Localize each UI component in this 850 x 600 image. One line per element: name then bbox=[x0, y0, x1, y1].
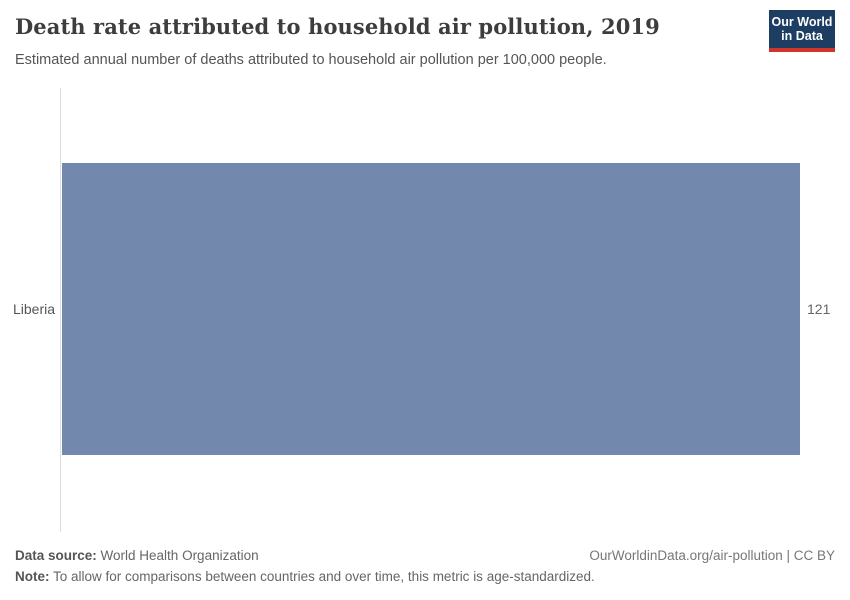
license-link[interactable]: OurWorldinData.org/air-pollution | CC BY bbox=[589, 548, 835, 563]
chart-title: Death rate attributed to household air p… bbox=[15, 14, 660, 39]
owid-logo-line1: Our World bbox=[771, 15, 833, 29]
y-axis-line bbox=[60, 88, 61, 532]
note-value: To allow for comparisons between countri… bbox=[49, 569, 595, 584]
data-source-line: Data source: World Health Organization bbox=[15, 548, 259, 563]
bar-liberia[interactable] bbox=[62, 163, 800, 455]
chart-subtitle: Estimated annual number of deaths attrib… bbox=[15, 52, 607, 68]
entity-label: Liberia bbox=[12, 301, 55, 317]
data-source-value: World Health Organization bbox=[96, 548, 259, 563]
owid-logo-line2: in Data bbox=[781, 29, 823, 43]
value-label: 121 bbox=[807, 301, 831, 317]
owid-logo[interactable]: Our World in Data bbox=[769, 10, 835, 52]
data-source-label: Data source: bbox=[15, 548, 97, 563]
note-line: Note: To allow for comparisons between c… bbox=[15, 569, 595, 584]
note-label: Note: bbox=[15, 569, 50, 584]
